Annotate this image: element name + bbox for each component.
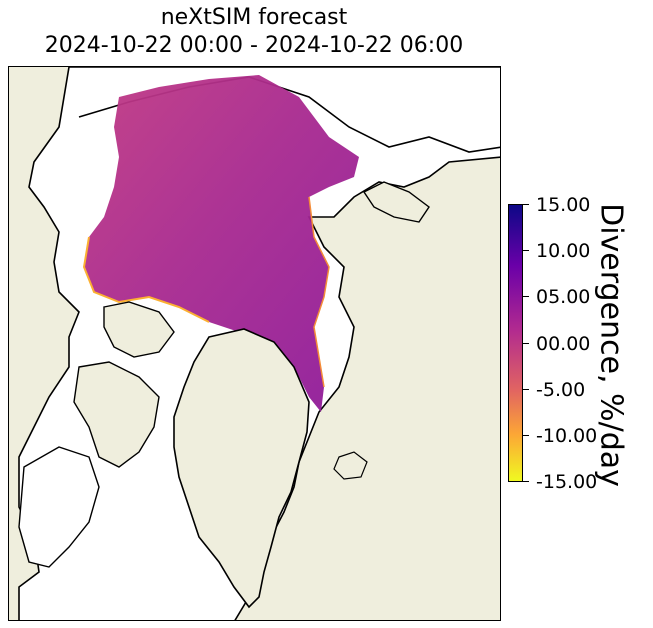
- canadian-islands: [103, 301, 175, 358]
- colorbar-tick: [523, 481, 529, 482]
- colorbar-tick-label: 05.00: [536, 286, 591, 308]
- colorbar-tick-label: 10.00: [536, 240, 591, 262]
- ice-edge-highlight-east: [308, 196, 330, 388]
- iceland: [333, 451, 368, 480]
- colorbar-tick: [523, 389, 529, 390]
- colorbar-tick-label: -5.00: [536, 379, 586, 401]
- colorbar-tick: [523, 435, 529, 436]
- colorbar-tick-label: 00.00: [536, 333, 591, 355]
- colorbar-tick-label: -15.00: [536, 471, 598, 493]
- colorbar: [508, 204, 523, 482]
- arctic-map: [18, 67, 500, 620]
- colorbar-tick-label: -10.00: [536, 425, 598, 447]
- hudson-bay: [18, 446, 100, 568]
- map-panel: [8, 66, 501, 621]
- colorbar-tick: [523, 250, 529, 251]
- map-subtitle-time-range: 2024-10-22 00:00 - 2024-10-22 06:00: [44, 33, 464, 58]
- colorbar-tick: [523, 204, 529, 205]
- greenland: [173, 328, 310, 609]
- sea-ice-field: [84, 75, 359, 412]
- colorbar-tick: [523, 296, 529, 297]
- ice-edge-highlight: [82, 236, 210, 323]
- colorbar-tick: [523, 343, 529, 344]
- colorbar-tick-label: 15.00: [536, 194, 591, 216]
- colorbar-title: Divergence, %/day: [593, 203, 629, 487]
- baffin-island: [73, 361, 160, 468]
- svalbard: [362, 181, 430, 223]
- map-title: neXtSIM forecast: [160, 5, 348, 30]
